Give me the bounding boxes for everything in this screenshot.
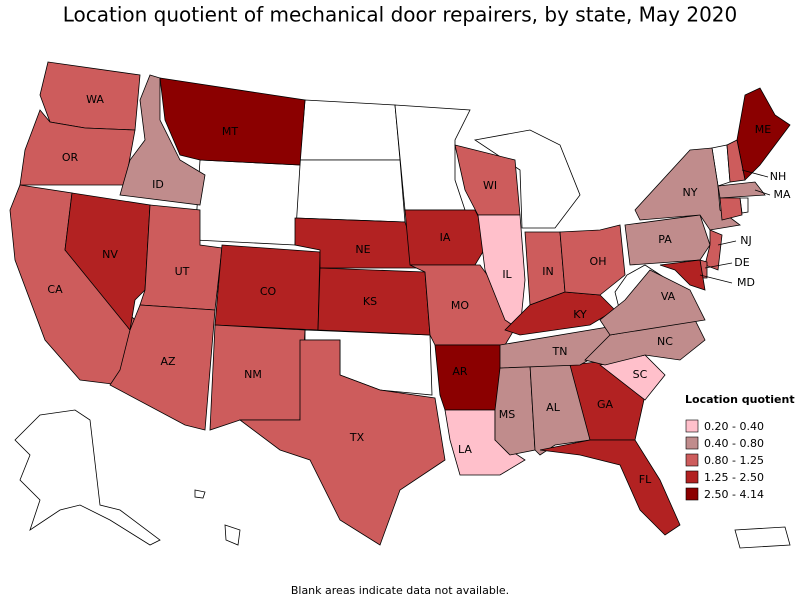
state-shape bbox=[109, 304, 216, 431]
legend-label: 0.40 - 0.80 bbox=[704, 437, 764, 450]
state-label: OH bbox=[590, 255, 607, 268]
state-label: AZ bbox=[160, 355, 176, 368]
state-shape bbox=[159, 77, 306, 166]
state-label: NC bbox=[657, 335, 673, 348]
state-label: UT bbox=[175, 265, 190, 278]
state-label: MA bbox=[773, 188, 790, 201]
state-shape bbox=[599, 269, 706, 336]
state-shape bbox=[504, 291, 616, 336]
state-label: AR bbox=[452, 365, 468, 378]
leader-line bbox=[704, 262, 733, 269]
state-shape bbox=[704, 229, 723, 271]
state-shape bbox=[294, 159, 406, 223]
state-label: NH bbox=[770, 170, 787, 183]
state-label: TX bbox=[349, 431, 365, 444]
state-shape bbox=[726, 139, 746, 183]
leader-line bbox=[754, 189, 771, 196]
legend: 0.20 - 0.40 0.40 - 0.80 0.80 - 1.25 1.25 - … bbox=[685, 419, 764, 501]
state-shape bbox=[224, 524, 241, 546]
state-label: IA bbox=[440, 231, 451, 244]
state-shape bbox=[559, 224, 626, 296]
legend-swatch bbox=[685, 453, 699, 467]
state-label: TN bbox=[552, 345, 568, 358]
legend-swatch bbox=[685, 470, 699, 484]
state-label: IL bbox=[502, 268, 512, 281]
state-shape bbox=[717, 181, 766, 199]
state-label: VA bbox=[661, 290, 676, 303]
legend-swatch bbox=[685, 436, 699, 450]
state-label: DE bbox=[734, 256, 749, 269]
state-shape bbox=[624, 214, 711, 266]
state-shape bbox=[659, 259, 706, 291]
state-label: CA bbox=[47, 283, 63, 296]
state-label: NJ bbox=[740, 234, 751, 247]
state-label: NY bbox=[683, 186, 698, 199]
state-shape bbox=[736, 87, 791, 181]
legend-swatch bbox=[685, 487, 699, 501]
state-shape bbox=[473, 129, 581, 229]
state-shape bbox=[539, 439, 681, 536]
state-label: LA bbox=[458, 443, 472, 456]
state-label: OR bbox=[62, 151, 79, 164]
legend-label: 0.20 - 0.40 bbox=[704, 420, 764, 433]
state-label: ME bbox=[755, 123, 771, 136]
state-shape bbox=[299, 99, 401, 161]
state-label: CO bbox=[260, 285, 277, 298]
state-shape bbox=[719, 197, 743, 221]
state-shape bbox=[734, 526, 791, 549]
state-labels: WA OR CA ID NV UT AZ MT CO NM NE KS TX IA MO AR LA WI IL IN… bbox=[47, 93, 791, 486]
state-label: KS bbox=[363, 295, 377, 308]
state-shape bbox=[194, 159, 301, 246]
state-shape bbox=[139, 204, 223, 311]
state-label: NM bbox=[244, 368, 262, 381]
state-label: NE bbox=[355, 243, 370, 256]
state-shape bbox=[238, 339, 446, 546]
state-label: MS bbox=[499, 408, 515, 421]
state-shape bbox=[194, 489, 206, 499]
state-shape bbox=[119, 74, 206, 206]
state-label: SC bbox=[633, 368, 648, 381]
state-label: WI bbox=[483, 179, 497, 192]
map-title: Location quotient of mechanical door rep… bbox=[63, 3, 738, 27]
state-label: IN bbox=[542, 265, 553, 278]
state-label: FL bbox=[639, 473, 652, 486]
legend-label: 1.25 - 2.50 bbox=[704, 471, 764, 484]
states bbox=[9, 61, 791, 546]
state-label: MD bbox=[737, 276, 755, 289]
state-label: WA bbox=[86, 93, 104, 106]
leader-line bbox=[741, 169, 769, 178]
state-label: KY bbox=[573, 308, 587, 321]
leader-lines bbox=[699, 169, 771, 284]
legend-label: 2.50 - 4.14 bbox=[704, 488, 764, 501]
footnote: Blank areas indicate data not available. bbox=[291, 584, 509, 597]
state-label: MT bbox=[222, 125, 238, 138]
state-label: GA bbox=[597, 398, 614, 411]
legend-label: 0.80 - 1.25 bbox=[704, 454, 764, 467]
state-label: MO bbox=[451, 299, 469, 312]
leader-line bbox=[699, 274, 733, 284]
legend-title: Location quotient bbox=[685, 393, 795, 406]
state-label: ID bbox=[152, 178, 164, 191]
state-shape bbox=[19, 109, 136, 186]
state-shape bbox=[14, 409, 161, 546]
state-label: PA bbox=[658, 233, 672, 246]
state-label: NV bbox=[102, 248, 118, 261]
legend-swatch bbox=[685, 419, 699, 433]
leader-line bbox=[717, 240, 737, 246]
state-shape bbox=[434, 344, 506, 411]
state-label: AL bbox=[546, 401, 561, 414]
